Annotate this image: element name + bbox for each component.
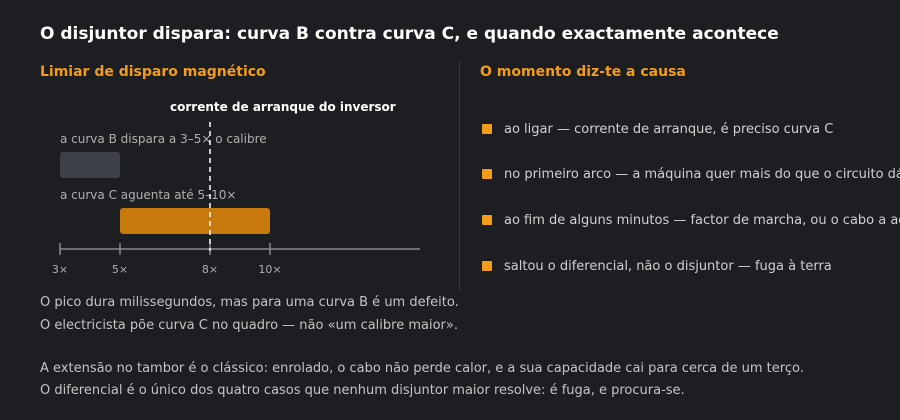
magnetic-threshold-heading: Limiar de disparo magnético — [40, 64, 266, 80]
curve-c-label: a curva C aguenta até 5–10× — [60, 188, 237, 202]
tick-label-10x: 10× — [258, 263, 282, 276]
tick-label-8x: 8× — [201, 263, 219, 276]
inrush-marker-label: corrente de arranque do inversor — [170, 100, 396, 114]
page-title: O disjuntor dispara: curva B contra curv… — [40, 24, 779, 44]
bullet-icon — [482, 215, 492, 225]
curve-b-bar — [60, 152, 120, 178]
tick-label-5x: 5× — [111, 263, 129, 276]
bullet-icon — [482, 261, 492, 271]
list-item-text: no primeiro arco — a máquina quer mais d… — [504, 166, 900, 182]
note-line: O diferencial é o único dos quatro casos… — [40, 383, 685, 398]
list-item-text: saltou o diferencial, não o disjuntor — … — [504, 258, 832, 274]
note-line: A extensão no tambor é o clássico: enrol… — [40, 361, 804, 376]
note-line: O pico dura milissegundos, mas para uma … — [40, 295, 459, 310]
list-item: ao fim de alguns minutos — factor de mar… — [482, 211, 900, 229]
curve-b-label: a curva B dispara a 3–5× o calibre — [60, 132, 267, 146]
list-item: ao ligar — corrente de arranque, é preci… — [482, 120, 833, 138]
list-item: saltou o diferencial, não o disjuntor — … — [482, 257, 832, 275]
cause-timing-heading: O momento diz-te a causa — [480, 64, 686, 80]
list-item-text: ao ligar — corrente de arranque, é preci… — [504, 121, 834, 137]
note-line: O electricista põe curva C no quadro — n… — [40, 318, 458, 333]
panel-divider — [459, 62, 460, 290]
threshold-chart — [59, 122, 420, 255]
tick-label-3x: 3× — [51, 263, 69, 276]
curve-c-bar — [120, 208, 270, 234]
list-item: no primeiro arco — a máquina quer mais d… — [482, 165, 900, 183]
list-item-text: ao fim de alguns minutos — factor de mar… — [504, 212, 900, 228]
bullet-icon — [482, 169, 492, 179]
bullet-icon — [482, 124, 492, 134]
